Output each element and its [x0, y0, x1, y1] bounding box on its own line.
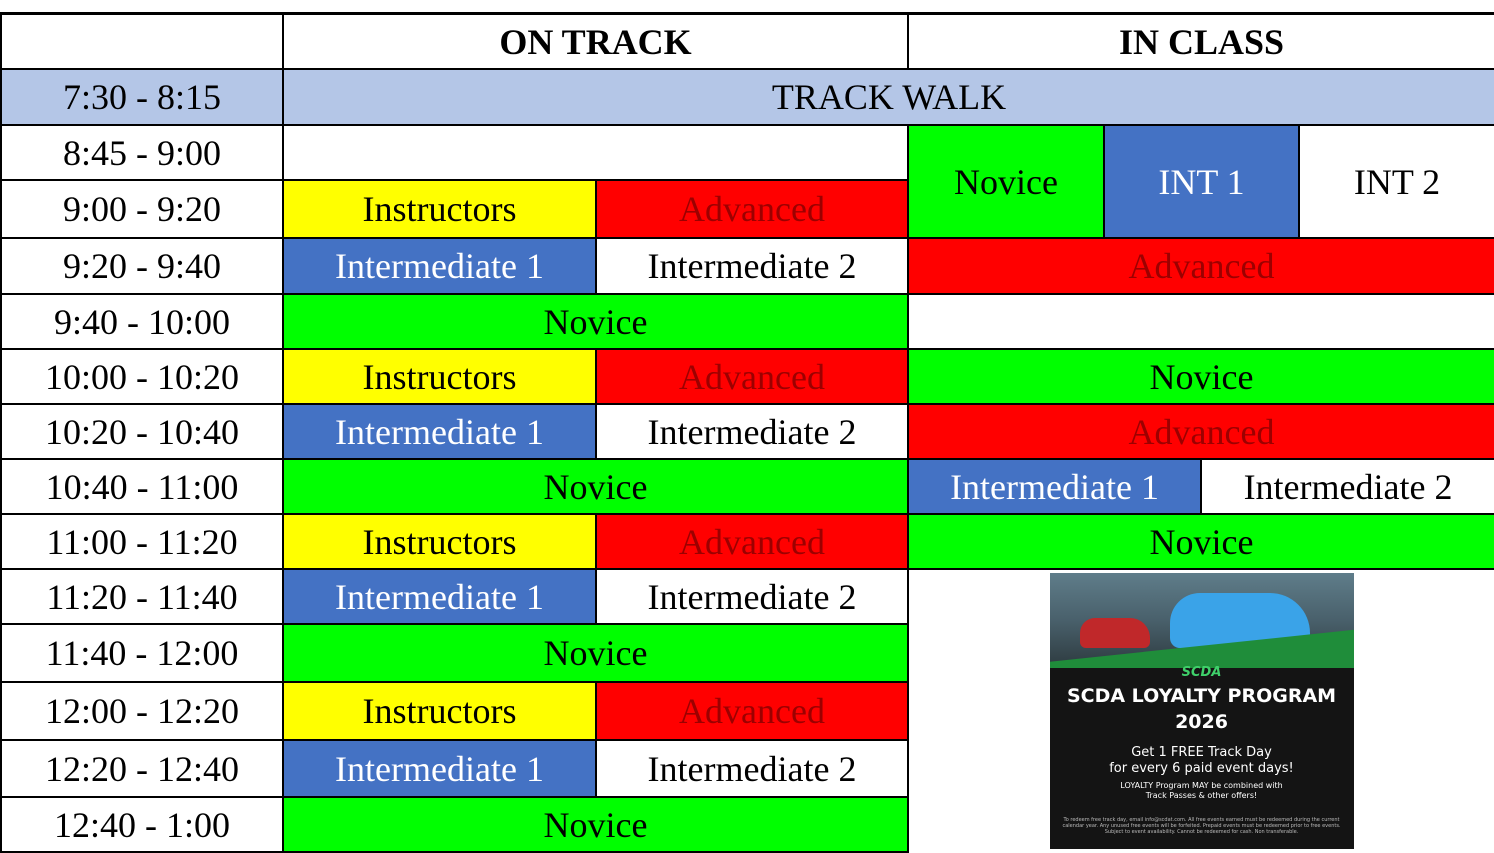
- time-cell: 10:20 - 10:40: [0, 403, 284, 460]
- session-cell: Advanced: [594, 513, 910, 570]
- time-cell: 12:40 - 1:00: [0, 796, 284, 853]
- ad-panel: [1049, 668, 1354, 849]
- row: 9:00 - 9:20 Instructors Advanced: [0, 179, 1494, 239]
- time-cell: 12:20 - 12:40: [0, 739, 284, 798]
- time-cell: 9:20 - 9:40: [0, 237, 284, 295]
- ad-cell: SCDA SCDA LOYALTY PROGRAM 2026 Get 1 FRE…: [907, 568, 1494, 852]
- ad-note: LOYALTY Program MAY be combined with: [1120, 781, 1283, 790]
- session-cell: Novice: [281, 796, 910, 853]
- time-cell: 9:40 - 10:00: [0, 293, 284, 350]
- time-cell: 12:00 - 12:20: [0, 681, 284, 741]
- class-cell: INT 2: [1298, 124, 1494, 239]
- time-cell: 8:45 - 9:00: [0, 124, 284, 181]
- time-cell: 9:00 - 9:20: [0, 179, 284, 239]
- session-cell: Intermediate 2: [594, 403, 910, 460]
- time-cell: 10:40 - 11:00: [0, 458, 284, 515]
- header-cell: IN CLASS: [907, 13, 1494, 70]
- time-cell: 10:00 - 10:20: [0, 348, 284, 405]
- row: 11:20 - 11:40 Intermediate 1 Intermediat…: [0, 568, 1494, 852]
- row: 10:20 - 10:40 Intermediate 1 Intermediat…: [0, 403, 1494, 460]
- session-cell: Intermediate 1: [282, 739, 597, 798]
- session-cell: Novice: [281, 293, 910, 350]
- class-cell: Novice: [907, 513, 1494, 570]
- session-cell: Intermediate 2: [594, 739, 910, 798]
- session-cell: Intermediate 2: [594, 237, 910, 295]
- loyalty-ad: SCDA SCDA LOYALTY PROGRAM 2026 Get 1 FRE…: [1049, 573, 1354, 849]
- row: 11:40 - 12:00 Novice: [0, 623, 1494, 683]
- corner-cell: [0, 13, 284, 70]
- class-cell: Advanced: [907, 403, 1494, 460]
- ad-title: SCDA LOYALTY PROGRAM: [1066, 685, 1337, 707]
- class-cell: Novice: [907, 348, 1494, 405]
- ad-offer: for every 6 paid event days!: [1109, 761, 1294, 776]
- class-cell: Intermediate 1: [907, 458, 1203, 515]
- session-cell: Instructors: [282, 681, 597, 741]
- session-cell: Advanced: [594, 681, 910, 741]
- row: 12:20 - 12:40 Intermediate 1 Intermediat…: [0, 739, 1494, 798]
- session-cell: Advanced: [594, 348, 910, 405]
- session-cell: Intermediate 1: [282, 237, 597, 295]
- empty-cell: [907, 293, 1494, 350]
- schedule-table: ON TRACK IN CLASS 7:30 - 8:15 TRACK WALK…: [0, 13, 1494, 853]
- session-cell: TRACK WALK: [281, 68, 1494, 126]
- session-cell: Novice: [281, 458, 910, 515]
- ad-offer: Get 1 FREE Track Day: [1131, 745, 1272, 760]
- class-cell: Novice: [907, 124, 1106, 239]
- session-cell: Intermediate 2: [594, 568, 910, 625]
- ad-year: 2026: [1175, 711, 1228, 733]
- header-cell: ON TRACK: [281, 13, 910, 70]
- row: 12:40 - 1:00 Novice: [0, 796, 1494, 853]
- time-cell: 11:00 - 11:20: [0, 513, 284, 570]
- time-cell: 11:20 - 11:40: [0, 568, 284, 625]
- row: 8:45 - 9:00 Novice INT 1 INT 2: [0, 124, 1494, 239]
- header-row: ON TRACK IN CLASS: [0, 13, 1494, 70]
- session-cell: Instructors: [282, 513, 597, 570]
- session-cell: Instructors: [282, 348, 597, 405]
- top-strip: [0, 0, 1494, 14]
- row: 12:00 - 12:20 Instructors Advanced: [0, 681, 1494, 741]
- row: 9:40 - 10:00 Novice: [0, 293, 1494, 350]
- car: [1079, 618, 1150, 648]
- session-cell: Intermediate 1: [282, 403, 597, 460]
- empty-cell: [281, 124, 910, 181]
- row: 10:40 - 11:00 Novice Intermediate 1 Inte…: [0, 458, 1494, 515]
- ad-note: Track Passes & other offers!: [1145, 791, 1258, 800]
- ad-fine-print: To redeem free track day, email info@scd…: [1062, 817, 1341, 835]
- session-cell: Instructors: [282, 179, 597, 239]
- class-cell: Intermediate 2: [1200, 458, 1494, 515]
- session-cell: Intermediate 1: [282, 568, 597, 625]
- row: 11:00 - 11:20 Instructors Advanced Novic…: [0, 513, 1494, 570]
- session-cell: Advanced: [594, 179, 910, 239]
- row: 10:00 - 10:20 Instructors Advanced Novic…: [0, 348, 1494, 405]
- row: 7:30 - 8:15 TRACK WALK: [0, 68, 1494, 126]
- session-cell: Novice: [281, 623, 910, 683]
- time-cell: 7:30 - 8:15: [0, 68, 284, 126]
- class-cell: INT 1: [1103, 124, 1301, 239]
- ad-brand: SCDA: [1181, 665, 1222, 680]
- time-cell: 11:40 - 12:00: [0, 623, 284, 683]
- row: 9:20 - 9:40 Intermediate 1 Intermediate …: [0, 237, 1494, 295]
- class-cell: Advanced: [907, 237, 1494, 295]
